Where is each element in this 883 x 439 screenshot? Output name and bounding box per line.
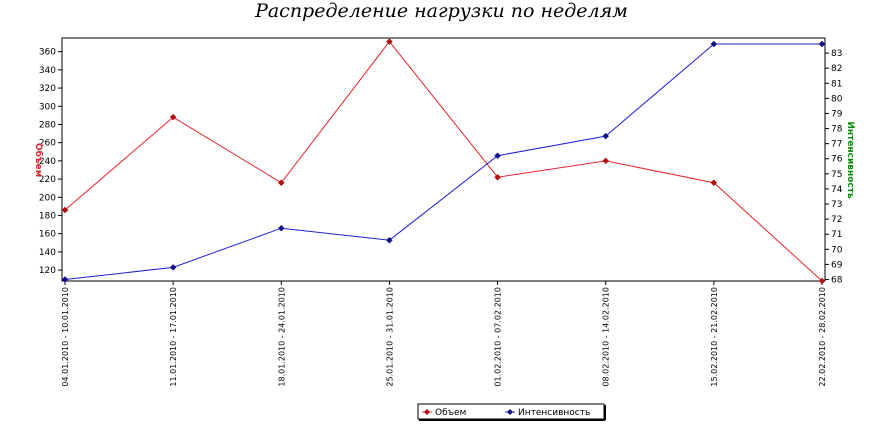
right-tick-label: 83 [831, 49, 842, 59]
right-tick-label: 71 [831, 230, 842, 240]
right-tick-label: 77 [831, 140, 842, 150]
right-tick-label: 68 [831, 275, 843, 285]
right-tick-label: 72 [831, 215, 842, 225]
series-line [64, 43, 822, 280]
data-point [494, 152, 501, 160]
data-point [818, 40, 826, 48]
x-tick-label: 01.02.2010 - 07.02.2010 [494, 287, 503, 387]
left-tick-label: 340 [39, 66, 56, 76]
right-tick-label: 69 [831, 260, 843, 270]
right-tick-label: 76 [831, 155, 843, 165]
right-tick-label: 78 [831, 125, 843, 135]
right-axis-label: Интенсивность [845, 121, 855, 199]
left-tick-label: 260 [39, 139, 56, 149]
x-tick-label: 18.01.2010 - 24.01.2010 [277, 287, 286, 387]
data-point [602, 157, 610, 165]
left-tick-label: 120 [39, 266, 56, 276]
right-tick-label: 73 [831, 200, 842, 210]
data-point [169, 264, 177, 271]
data-point [494, 173, 501, 181]
legend: Объем Интенсивность [417, 403, 606, 421]
data-point [386, 236, 393, 244]
x-tick-label: 15.02.2010 - 21.02.2010 [710, 287, 719, 387]
data-point [386, 38, 393, 45]
left-tick-label: 200 [39, 193, 56, 203]
x-axis: 04.01.2010 - 10.01.2010 11.01.2010 - 17.0… [61, 281, 827, 387]
chart-title: Распределение нагрузки по неделям [255, 0, 628, 22]
left-tick-label: 240 [39, 157, 56, 167]
right-tick-label: 81 [831, 79, 842, 89]
x-tick-label: 08.02.2010 - 14.02.2010 [602, 287, 611, 387]
x-tick-label: 11.01.2010 - 17.01.2010 [169, 287, 178, 387]
legend-label: Объем [435, 408, 466, 418]
right-tick-label: 82 [831, 64, 842, 74]
data-point [169, 113, 177, 121]
legend-marker [507, 409, 513, 415]
left-tick-label: 160 [39, 230, 56, 240]
right-y-axis: 68 69 70 71 72 73 74 75 76 77 78 79 80 81 82 83 [825, 49, 843, 285]
series-layer [61, 38, 826, 285]
left-tick-label: 140 [39, 248, 56, 258]
legend-items: Объем Интенсивность [422, 408, 590, 418]
left-tick-label: 320 [39, 84, 56, 94]
right-tick-label: 75 [831, 170, 842, 180]
left-tick-label: 280 [39, 120, 56, 130]
left-axis-label: Объем [33, 143, 44, 177]
data-point [61, 276, 69, 283]
x-tick-label: 04.01.2010 - 10.01.2010 [61, 287, 70, 387]
data-point [710, 40, 718, 48]
right-tick-label: 70 [831, 245, 843, 255]
legend-marker [424, 409, 430, 415]
left-tick-label: 220 [39, 175, 56, 185]
legend-label: Интенсивность [518, 408, 590, 418]
x-tick-label: 25.01.2010 - 31.01.2010 [385, 287, 394, 387]
x-tick-label: 22.02.2010 - 28.02.2010 [818, 287, 827, 387]
right-tick-label: 80 [831, 94, 843, 104]
left-tick-label: 300 [39, 102, 56, 112]
data-point [61, 206, 69, 214]
plot-area-border [61, 37, 826, 282]
data-point [818, 277, 826, 285]
series-line [64, 40, 823, 282]
data-point [602, 132, 610, 140]
data-point [277, 224, 285, 232]
left-y-axis: 120 140 160 180 200 220 240 260 280 300 320 340 360 [39, 48, 62, 276]
data-point [277, 179, 285, 187]
data-point [710, 179, 718, 187]
left-tick-label: 360 [39, 48, 56, 58]
left-tick-label: 180 [39, 211, 56, 221]
right-tick-label: 79 [831, 109, 843, 119]
right-tick-label: 74 [831, 185, 843, 195]
